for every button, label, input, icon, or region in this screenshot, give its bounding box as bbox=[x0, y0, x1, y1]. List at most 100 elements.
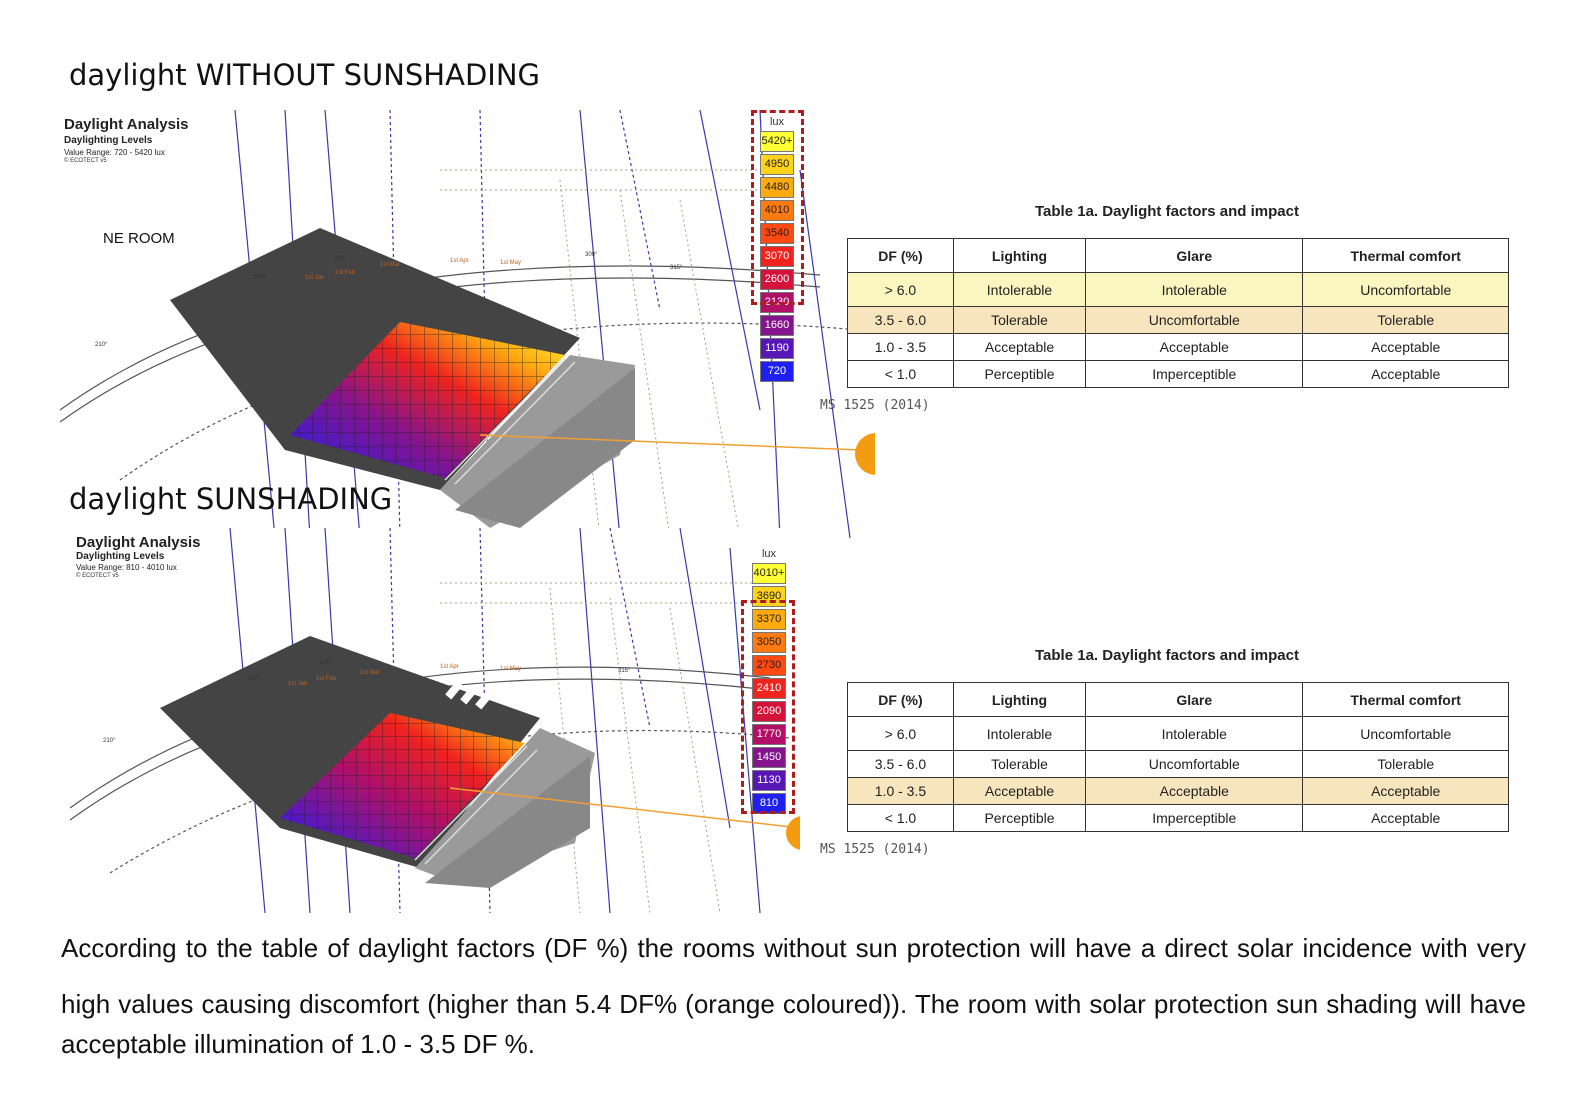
table-header: DF (%) bbox=[847, 238, 954, 273]
table-cell: Uncomfortable bbox=[1302, 716, 1509, 751]
table-cell: Intolerable bbox=[1085, 272, 1304, 307]
legend-unit: lux bbox=[769, 116, 785, 128]
legend-swatch: 1770 bbox=[752, 724, 786, 745]
source-note: MS 1525 (2014) bbox=[820, 398, 930, 413]
sun-path-label: 1st May bbox=[500, 666, 522, 672]
azimuth-label: 240° bbox=[253, 275, 266, 281]
table-header: Lighting bbox=[952, 682, 1087, 717]
sun-path-label: 1st Apr bbox=[450, 258, 469, 264]
legend-swatch: 4010+ bbox=[752, 563, 786, 584]
analysis-subtitle: Daylighting Levels bbox=[76, 551, 165, 562]
table-cell: Acceptable bbox=[1085, 333, 1304, 361]
sun-icon bbox=[786, 816, 800, 850]
lux-legend: lux 5420+ 4950 4480 4010 3540 3070 2600 2130 166… bbox=[758, 113, 796, 384]
table-header: Glare bbox=[1085, 682, 1304, 717]
section-heading: daylight WITHOUT SUNSHADING bbox=[69, 58, 540, 92]
table-cell: Uncomfortable bbox=[1085, 750, 1304, 778]
table-cell: Perceptible bbox=[952, 360, 1087, 388]
daylight-render: Daylight Analysis Daylighting Levels Val… bbox=[70, 528, 800, 913]
legend-swatch: 5420+ bbox=[760, 131, 794, 152]
table-cell: Perceptible bbox=[952, 804, 1087, 832]
azimuth-label: 300° bbox=[585, 252, 598, 258]
legend-swatch: 3050 bbox=[752, 632, 786, 653]
section-heading: daylight SUNSHADING bbox=[69, 482, 393, 516]
table-cell: Imperceptible bbox=[1085, 360, 1304, 388]
legend-swatch: 4480 bbox=[760, 177, 794, 198]
sun-path-label: 1st Feb bbox=[335, 270, 356, 276]
sun-icon bbox=[855, 433, 875, 475]
legend-swatch: 2600 bbox=[760, 269, 794, 290]
table-cell: Acceptable bbox=[1302, 360, 1509, 388]
table-row: 3.5 - 6.0 Tolerable Uncomfortable Tolerable bbox=[847, 750, 1509, 778]
legend-swatch: 1450 bbox=[752, 747, 786, 768]
sun-path-label: 1st Feb bbox=[316, 676, 337, 682]
analysis-credit: © ECOTECT v5 bbox=[64, 158, 107, 164]
table-cell: Tolerable bbox=[952, 750, 1087, 778]
daylight-factor-table: DF (%) Lighting Glare Thermal comfort > 6.0 I… bbox=[847, 682, 1509, 832]
table-header: Glare bbox=[1085, 238, 1304, 273]
table-caption: Table 1a. Daylight factors and impact bbox=[1035, 203, 1299, 220]
table-cell: Acceptable bbox=[1302, 777, 1509, 805]
sun-path-label: 1st May bbox=[500, 260, 522, 266]
sun-path-label: 1st Jan bbox=[305, 275, 325, 281]
analysis-value-range: Value Range: 810 - 4010 lux bbox=[76, 563, 177, 572]
conclusion-text: According to the table of daylight facto… bbox=[61, 930, 1526, 1062]
sun-path-label: 1st Mar bbox=[380, 262, 401, 268]
table-header-row: DF (%) Lighting Glare Thermal comfort bbox=[847, 238, 1509, 273]
table-header: Lighting bbox=[952, 238, 1087, 273]
legend-swatch: 3070 bbox=[760, 246, 794, 267]
table-cell: 1.0 - 3.5 bbox=[847, 777, 954, 805]
table-caption: Table 1a. Daylight factors and impact bbox=[1035, 647, 1299, 664]
legend-swatch: 810 bbox=[752, 793, 786, 814]
table-cell: Acceptable bbox=[952, 333, 1087, 361]
table-cell: Intolerable bbox=[1085, 716, 1304, 751]
table-row: > 6.0 Intolerable Intolerable Uncomfortable bbox=[847, 716, 1509, 751]
table-row: > 6.0 Intolerable Intolerable Uncomfortable bbox=[847, 272, 1509, 307]
source-note: MS 1525 (2014) bbox=[820, 842, 930, 857]
table-cell: Acceptable bbox=[1302, 804, 1509, 832]
table-cell: 1.0 - 3.5 bbox=[847, 333, 954, 361]
table-cell: < 1.0 bbox=[847, 804, 954, 832]
table-row: < 1.0 Perceptible Imperceptible Acceptable bbox=[847, 360, 1509, 388]
legend-swatch: 3370 bbox=[752, 609, 786, 630]
analysis-credit: © ECOTECT v5 bbox=[76, 573, 119, 579]
table-header-row: DF (%) Lighting Glare Thermal comfort bbox=[847, 682, 1509, 717]
legend-swatch: 720 bbox=[760, 361, 794, 382]
table-cell: > 6.0 bbox=[847, 716, 954, 751]
legend-unit: lux bbox=[761, 548, 777, 560]
legend-swatch: 4010 bbox=[760, 200, 794, 221]
table-cell: > 6.0 bbox=[847, 272, 954, 307]
conclusion-line: acceptable illumination of 1.0 - 3.5 DF … bbox=[61, 1029, 536, 1059]
legend-swatch: 2090 bbox=[752, 701, 786, 722]
table-row: 1.0 - 3.5 Acceptable Acceptable Acceptable bbox=[847, 777, 1509, 805]
analysis-title: Daylight Analysis bbox=[64, 116, 189, 133]
azimuth-label: 225° bbox=[335, 256, 348, 262]
daylight-render: Daylight Analysis Daylighting Levels Val… bbox=[60, 110, 875, 538]
table-cell: Imperceptible bbox=[1085, 804, 1304, 832]
azimuth-label: 210° bbox=[103, 738, 116, 744]
conclusion-line: high values causing discomfort (higher t… bbox=[61, 989, 1526, 1019]
table-cell: Tolerable bbox=[952, 306, 1087, 334]
legend-swatch: 1130 bbox=[752, 770, 786, 791]
room-label: NE ROOM bbox=[103, 230, 175, 247]
sun-path-label: 1st Jan bbox=[288, 681, 308, 687]
legend-swatch: 1190 bbox=[760, 338, 794, 359]
table-cell: Acceptable bbox=[1302, 333, 1509, 361]
table-cell: Acceptable bbox=[1085, 777, 1304, 805]
analysis-title: Daylight Analysis bbox=[76, 534, 201, 551]
highlight-box bbox=[751, 110, 804, 305]
sun-path-label: 1st Apr bbox=[440, 664, 459, 670]
table-row: 3.5 - 6.0 Tolerable Uncomfortable Tolerable bbox=[847, 306, 1509, 334]
azimuth-label: 315° bbox=[670, 265, 683, 271]
legend-swatch: 2410 bbox=[752, 678, 786, 699]
legend-swatch: 4950 bbox=[760, 154, 794, 175]
sun-path-label: 1st Mar bbox=[360, 670, 381, 676]
highlight-box bbox=[741, 600, 795, 814]
azimuth-label: 315° bbox=[618, 668, 631, 674]
table-cell: Intolerable bbox=[952, 272, 1087, 307]
legend-swatch: 2730 bbox=[752, 655, 786, 676]
table-cell: Intolerable bbox=[952, 716, 1087, 751]
azimuth-label: 210° bbox=[95, 342, 108, 348]
daylight-scene bbox=[60, 110, 861, 538]
table-cell: Acceptable bbox=[952, 777, 1087, 805]
